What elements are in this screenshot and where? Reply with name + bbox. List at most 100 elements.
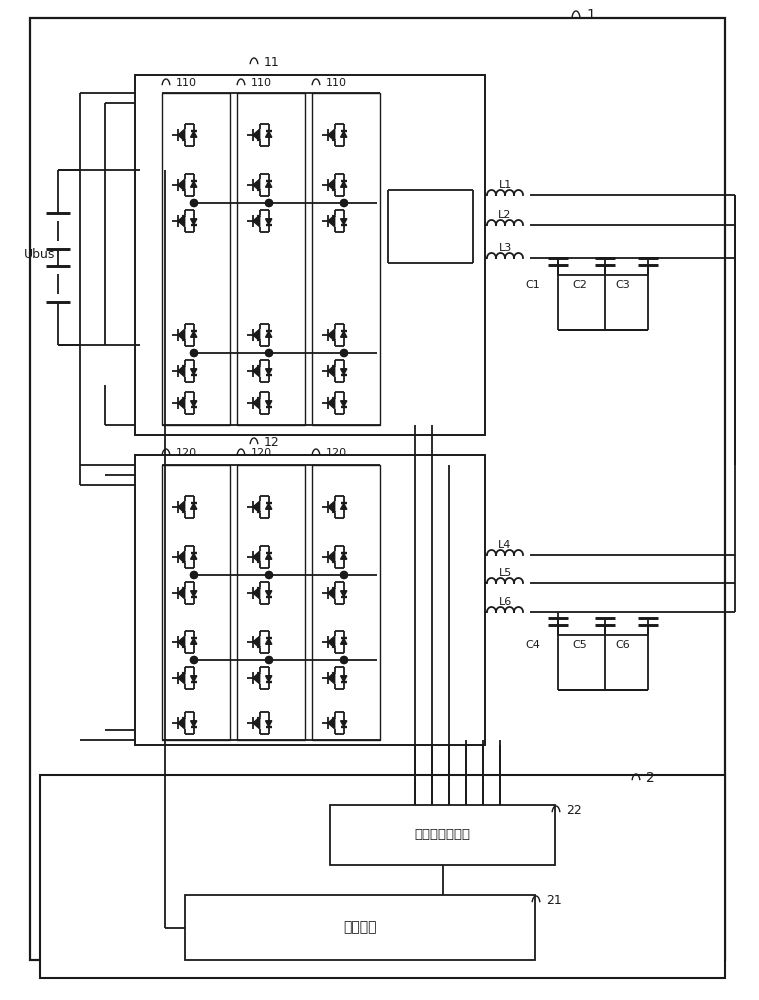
Text: 110: 110 — [176, 78, 197, 88]
Circle shape — [266, 350, 272, 357]
Polygon shape — [332, 338, 335, 341]
Polygon shape — [266, 219, 272, 225]
Polygon shape — [341, 131, 347, 137]
Polygon shape — [191, 219, 197, 225]
Polygon shape — [178, 501, 184, 513]
Text: L2: L2 — [499, 210, 512, 220]
Polygon shape — [328, 717, 335, 729]
Polygon shape — [328, 329, 335, 341]
Polygon shape — [257, 397, 260, 400]
Polygon shape — [257, 510, 260, 513]
Polygon shape — [266, 503, 272, 509]
Text: 11: 11 — [264, 55, 280, 68]
Text: 12: 12 — [264, 436, 280, 448]
Polygon shape — [257, 215, 260, 218]
Polygon shape — [257, 587, 260, 590]
Text: 2: 2 — [646, 771, 655, 785]
Polygon shape — [257, 717, 260, 720]
Polygon shape — [178, 179, 184, 191]
Polygon shape — [341, 181, 347, 187]
Circle shape — [191, 350, 197, 357]
Polygon shape — [191, 721, 197, 727]
Circle shape — [266, 572, 272, 578]
Polygon shape — [253, 397, 260, 409]
Polygon shape — [182, 510, 185, 513]
Polygon shape — [332, 397, 335, 400]
Polygon shape — [253, 636, 260, 648]
Circle shape — [266, 200, 272, 207]
Text: 110: 110 — [251, 78, 272, 88]
Text: 1: 1 — [586, 8, 595, 22]
Text: 22: 22 — [566, 804, 581, 816]
Polygon shape — [266, 591, 272, 597]
Circle shape — [191, 350, 197, 357]
Polygon shape — [191, 676, 197, 682]
Circle shape — [341, 656, 348, 664]
Polygon shape — [257, 188, 260, 191]
Circle shape — [266, 200, 272, 207]
Polygon shape — [328, 587, 335, 599]
Circle shape — [341, 656, 348, 664]
Polygon shape — [341, 503, 347, 509]
Polygon shape — [341, 401, 347, 407]
Polygon shape — [257, 338, 260, 341]
Polygon shape — [266, 331, 272, 337]
Polygon shape — [341, 676, 347, 682]
Polygon shape — [191, 553, 197, 559]
Polygon shape — [253, 215, 260, 227]
Polygon shape — [332, 188, 335, 191]
Polygon shape — [328, 551, 335, 563]
Polygon shape — [253, 672, 260, 684]
Polygon shape — [191, 131, 197, 137]
Circle shape — [266, 656, 272, 664]
Polygon shape — [191, 638, 197, 644]
Text: L1: L1 — [499, 180, 512, 190]
Polygon shape — [341, 638, 347, 644]
Polygon shape — [328, 365, 335, 377]
Polygon shape — [332, 365, 335, 368]
Text: 110: 110 — [326, 78, 347, 88]
Polygon shape — [341, 721, 347, 727]
Circle shape — [341, 350, 348, 357]
Polygon shape — [266, 401, 272, 407]
Polygon shape — [253, 365, 260, 377]
Polygon shape — [182, 338, 185, 341]
Text: C2: C2 — [572, 280, 587, 290]
Polygon shape — [266, 553, 272, 559]
Circle shape — [191, 572, 197, 578]
Polygon shape — [182, 215, 185, 218]
Polygon shape — [191, 181, 197, 187]
Polygon shape — [257, 560, 260, 563]
Polygon shape — [341, 331, 347, 337]
Circle shape — [266, 656, 272, 664]
Polygon shape — [191, 401, 197, 407]
Polygon shape — [257, 365, 260, 368]
Polygon shape — [253, 129, 260, 141]
Text: 21: 21 — [546, 894, 562, 906]
Polygon shape — [328, 636, 335, 648]
Polygon shape — [328, 397, 335, 409]
Polygon shape — [266, 638, 272, 644]
Circle shape — [341, 200, 348, 207]
Polygon shape — [332, 215, 335, 218]
Polygon shape — [266, 721, 272, 727]
Polygon shape — [178, 672, 184, 684]
Polygon shape — [178, 215, 184, 227]
Polygon shape — [341, 369, 347, 375]
Circle shape — [191, 200, 197, 207]
Text: C1: C1 — [525, 280, 540, 290]
Circle shape — [191, 200, 197, 207]
Polygon shape — [253, 587, 260, 599]
Polygon shape — [178, 397, 184, 409]
Polygon shape — [182, 672, 185, 675]
Circle shape — [341, 350, 348, 357]
Polygon shape — [178, 717, 184, 729]
Polygon shape — [341, 553, 347, 559]
Circle shape — [266, 350, 272, 357]
Polygon shape — [266, 676, 272, 682]
Text: C4: C4 — [525, 640, 540, 650]
Bar — [162, 93, 230, 425]
Circle shape — [191, 572, 197, 578]
Bar — [312, 465, 380, 740]
Text: 120: 120 — [251, 448, 272, 458]
